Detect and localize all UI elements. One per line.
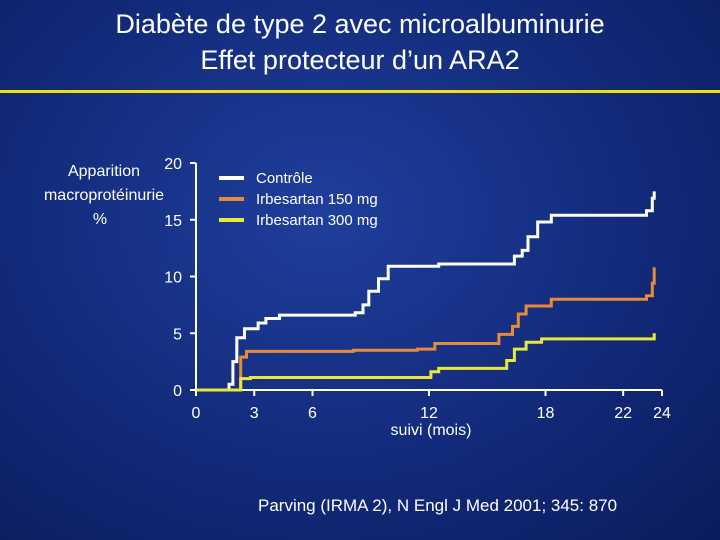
y-axis-label: Apparition macroprotéinurie % bbox=[44, 163, 164, 228]
x-tick-label: 22 bbox=[614, 405, 632, 422]
y-axis-label-line-2: macroprotéinurie bbox=[44, 187, 164, 204]
y-axis-ticks: 0 5 10 15 20 bbox=[164, 156, 196, 400]
citation: Parving (IRMA 2), N Engl J Med 2001; 345… bbox=[258, 496, 618, 515]
legend: Contrôle Irbesartan 150 mg Irbesartan 300 … bbox=[219, 170, 378, 229]
y-tick-label: 15 bbox=[164, 213, 182, 230]
series-line-3 bbox=[196, 333, 656, 392]
x-tick-label: 12 bbox=[420, 405, 438, 422]
y-tick-label: 10 bbox=[164, 270, 182, 287]
y-tick-label: 5 bbox=[173, 326, 182, 343]
series-lines bbox=[196, 191, 656, 392]
x-axis-ticks: 0 3 6 12 18 22 24 bbox=[192, 390, 671, 422]
x-axis-label: suivi (mois) bbox=[391, 422, 472, 439]
legend-label-2: Irbesartan 150 mg bbox=[256, 191, 378, 208]
title-line-1: Diabète de type 2 avec microalbuminurie bbox=[115, 9, 605, 39]
slide-title: Diabète de type 2 avec microalbuminurie … bbox=[0, 6, 720, 78]
title-line-2: Effet protecteur d’un ARA2 bbox=[200, 45, 520, 75]
legend-label-1: Contrôle bbox=[256, 170, 313, 187]
y-axis-label-line-3: % bbox=[93, 211, 107, 228]
x-tick-label: 3 bbox=[250, 405, 259, 422]
x-tick-label: 18 bbox=[537, 405, 555, 422]
legend-label-3: Irbesartan 300 mg bbox=[256, 212, 378, 229]
x-tick-label: 24 bbox=[653, 405, 671, 422]
title-divider bbox=[0, 90, 720, 93]
series-line-2 bbox=[196, 267, 656, 392]
x-tick-label: 6 bbox=[308, 405, 317, 422]
series-line-1 bbox=[196, 191, 656, 392]
y-axis-label-line-1: Apparition bbox=[68, 163, 140, 180]
y-tick-label: 0 bbox=[173, 383, 182, 400]
y-tick-label: 20 bbox=[164, 156, 182, 173]
x-tick-label: 0 bbox=[192, 405, 201, 422]
